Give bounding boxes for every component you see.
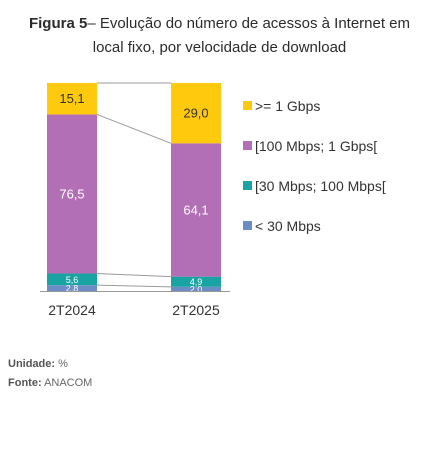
data-label-2T2024-2: 76,5	[59, 186, 84, 201]
source-note: Fonte: ANACOM	[8, 377, 92, 389]
bar-2T2025-series-1	[171, 276, 221, 287]
category-label-2T2024: 2T2024	[48, 302, 96, 318]
legend-swatch-2	[243, 181, 252, 190]
legend-label-3: < 30 Mbps	[255, 218, 321, 234]
data-label-2T2024-1: 5,6	[66, 275, 79, 285]
bar-2T2025-series-3	[171, 83, 221, 144]
chart-title: Figura 5– Evolução do número de acessos …	[0, 12, 439, 60]
category-label-2T2025: 2T2025	[172, 302, 220, 318]
legend-swatch-1	[243, 141, 252, 150]
data-label-2T2025-0: 2,0	[190, 284, 203, 294]
bar-2T2024-series-3	[47, 83, 97, 115]
legend-label-2: [30 Mbps; 100 Mbps[	[255, 178, 386, 194]
legend-swatch-3	[243, 221, 252, 230]
legend-swatch-0	[243, 101, 252, 110]
bar-2T2025-series-0	[171, 286, 221, 291]
bar-2T2024-series-2	[47, 114, 97, 274]
title-line-2: local fixo, por velocidade de download	[92, 39, 347, 56]
legend-label-1: [100 Mbps; 1 Gbps[	[255, 138, 377, 154]
bar-2T2024-series-0	[47, 285, 97, 291]
source-value: ANACOM	[44, 377, 93, 389]
data-label-2T2025-3: 29,0	[183, 106, 208, 121]
data-label-2T2025-1: 4,9	[190, 277, 203, 287]
connector-line-1	[96, 273, 172, 278]
bar-2T2025-series-2	[171, 143, 221, 277]
connector-line-2	[96, 113, 172, 144]
source-label: Fonte:	[8, 377, 42, 389]
data-label-2T2024-0: 2,8	[66, 284, 79, 294]
data-label-2T2025-2: 64,1	[183, 202, 208, 217]
unit-note: Unidade: %	[8, 358, 68, 370]
unit-label: Unidade:	[8, 358, 56, 370]
figure-number: Figura 5	[28, 15, 88, 32]
unit-value: %	[58, 358, 68, 370]
connector-line-0	[96, 284, 172, 288]
legend-label-0: >= 1 Gbps	[255, 98, 320, 114]
data-label-2T2024-3: 15,1	[59, 91, 84, 106]
title-line-1: – Evolução do número de acessos à Intern…	[87, 15, 411, 32]
bar-2T2024-series-1	[47, 273, 97, 286]
